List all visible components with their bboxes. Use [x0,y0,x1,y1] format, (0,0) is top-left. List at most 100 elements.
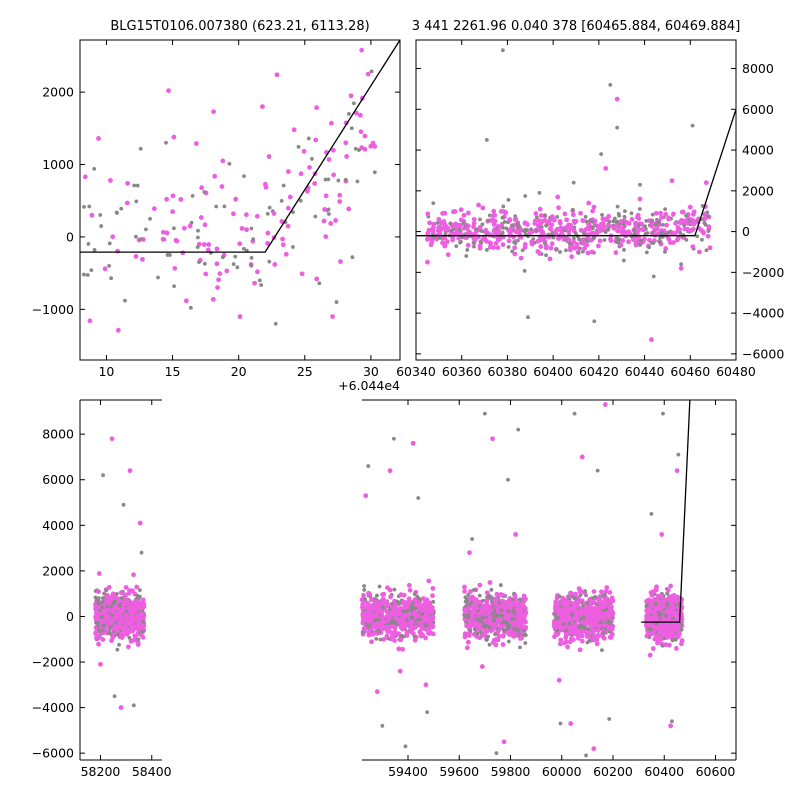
point-magenta [493,596,498,602]
point-magenta [398,592,404,598]
point-magenta [430,224,436,230]
point-magenta [394,611,400,617]
point-grey [466,615,471,620]
point-magenta [673,220,679,226]
point-grey [431,599,436,604]
point-magenta [491,222,497,227]
point-grey [623,209,627,214]
point-grey [372,170,377,175]
point-grey [100,599,105,604]
point-magenta [679,209,685,215]
point-magenta [567,247,573,253]
point-magenta [93,610,99,616]
point-magenta [513,619,519,625]
point-magenta [568,590,573,596]
point-magenta [420,618,426,623]
point-grey [570,612,575,617]
point-magenta [367,608,373,613]
point-magenta [608,634,614,640]
point-cloud [425,194,713,273]
point-magenta [538,244,544,249]
point-magenta [285,205,291,211]
data-point [526,315,530,320]
point-magenta [505,605,511,611]
point-grey [502,619,506,624]
point-grey [583,589,587,593]
y-tick-label: −1000 [32,302,74,317]
point-magenta [110,591,116,597]
point-magenta [691,219,696,225]
point-magenta [577,647,583,653]
point-magenta [286,169,291,174]
x-tick-label: 60380 [488,364,528,379]
point-magenta [649,223,655,229]
point-magenta [368,143,374,149]
point-grey [460,235,465,240]
point-magenta [137,615,143,621]
point-magenta [419,624,425,630]
point-magenta [513,229,519,234]
point-magenta [117,612,123,618]
point-magenta [673,611,679,616]
point-grey [141,630,145,634]
point-magenta [590,208,596,214]
data-point [166,88,171,94]
point-magenta [132,637,138,643]
point-magenta [437,225,443,231]
point-magenta [408,629,414,634]
point-grey [346,112,351,116]
point-magenta [140,624,145,630]
point-grey [501,204,506,209]
point-magenta [578,227,584,233]
data-point [244,227,250,233]
x-tick-label: 60340 [396,364,436,379]
point-magenta [618,242,624,248]
point-magenta [254,213,260,219]
point-grey [108,626,112,631]
point-magenta [388,594,394,600]
point-grey [468,628,473,633]
data-point [578,210,583,216]
point-grey [516,627,520,632]
point-grey [100,596,105,600]
point-magenta [512,245,518,251]
point-magenta [381,637,387,642]
point-grey [583,214,588,219]
data-point [479,664,485,669]
point-grey [704,248,709,253]
point-magenta [512,251,518,257]
point-magenta [239,226,245,231]
point-grey [443,231,448,236]
data-point [591,746,597,752]
point-magenta [423,626,429,632]
point-grey [582,231,586,236]
point-magenta [102,618,108,624]
point-magenta [464,226,470,231]
point-grey [109,276,113,281]
point-grey [650,218,655,223]
point-grey [615,204,620,209]
point-magenta [430,586,436,591]
point-magenta [233,196,239,202]
data-point [139,550,144,555]
point-grey [104,588,108,593]
point-grey [375,617,380,622]
point-magenta [107,607,113,613]
point-magenta [569,254,575,260]
point-grey [138,146,143,151]
point-magenta [590,230,595,236]
point-magenta [313,137,319,143]
point-grey [601,631,606,635]
x-tick-label: 60600 [696,764,736,779]
axes-frame [79,39,401,361]
y-tick-label: 4000 [42,518,74,533]
point-magenta [100,637,106,642]
data-point [257,278,262,283]
point-magenta [493,240,499,246]
point-magenta [138,610,144,616]
point-grey [167,253,172,257]
point-magenta [425,230,431,236]
point-magenta [312,181,318,186]
point-magenta [562,211,568,217]
point-magenta [598,611,604,617]
